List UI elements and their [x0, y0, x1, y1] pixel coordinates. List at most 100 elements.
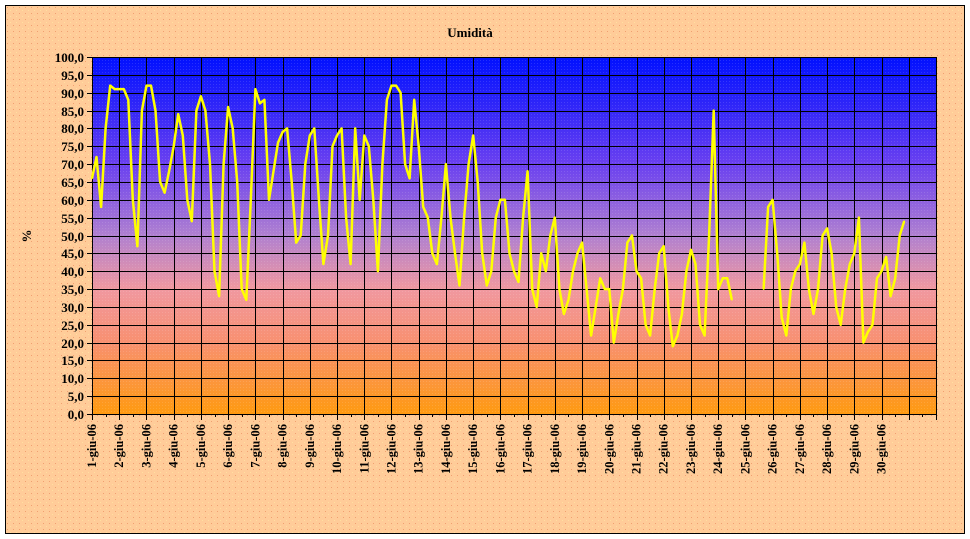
data-point — [259, 102, 261, 105]
data-point — [427, 216, 429, 219]
y-tick-label: 65,0 — [61, 175, 84, 190]
data-point — [159, 181, 161, 183]
data-point — [163, 191, 166, 194]
data-point — [635, 270, 638, 273]
data-point — [177, 113, 179, 115]
y-tick-label: 10,0 — [61, 371, 84, 386]
data-point — [653, 288, 656, 290]
data-point — [231, 127, 234, 130]
y-tick-label: 15,0 — [61, 353, 84, 368]
data-point — [844, 288, 846, 290]
data-point — [617, 313, 620, 315]
y-tick-label: 95,0 — [61, 68, 84, 83]
data-point — [222, 163, 225, 165]
data-point — [486, 284, 488, 287]
data-point — [377, 270, 379, 273]
data-point — [594, 306, 597, 308]
data-point — [290, 181, 293, 183]
data-point — [281, 131, 284, 133]
data-point — [812, 313, 815, 315]
data-point — [109, 84, 111, 87]
data-point — [399, 91, 402, 94]
data-point — [304, 163, 307, 165]
x-tick-label: 22-giu-06 — [657, 424, 671, 474]
data-point — [708, 234, 710, 237]
data-point — [349, 263, 352, 265]
data-point — [263, 99, 266, 101]
x-tick-label: 15-giu-06 — [466, 424, 480, 474]
data-point — [95, 156, 98, 158]
data-point — [585, 288, 588, 290]
data-point — [790, 288, 792, 290]
x-tick-label: 20-giu-06 — [602, 424, 616, 474]
plot-area-texture — [92, 57, 936, 414]
x-tick-label: 23-giu-06 — [684, 424, 698, 474]
data-point — [667, 306, 670, 308]
data-point — [622, 288, 624, 290]
y-tick-label: 30,0 — [61, 300, 84, 315]
data-point — [286, 127, 288, 130]
data-point — [858, 216, 860, 219]
data-point — [422, 206, 425, 208]
x-tick-label: 2-giu-06 — [112, 424, 126, 468]
data-point — [495, 216, 497, 219]
data-point — [250, 199, 252, 201]
data-point — [395, 84, 397, 87]
data-point — [467, 163, 470, 165]
y-tick-label: 80,0 — [61, 121, 84, 136]
data-point — [658, 252, 660, 255]
data-point — [903, 220, 905, 222]
data-point — [894, 277, 896, 280]
data-point — [599, 277, 601, 280]
data-point — [195, 109, 198, 112]
data-point — [799, 263, 801, 265]
data-point — [862, 341, 865, 344]
data-point — [363, 134, 366, 137]
x-tick-label: 18-giu-06 — [548, 424, 562, 474]
data-point — [449, 216, 452, 219]
data-point — [445, 163, 447, 165]
data-point — [372, 199, 375, 201]
data-point — [631, 234, 633, 237]
y-tick-label: 70,0 — [61, 157, 84, 172]
data-point — [463, 216, 465, 219]
y-axis: 0,0 5,0 10,0 15,0 20,0 25,0 30,0 35,0 40,0 45,0 50… — [55, 50, 92, 422]
data-point — [191, 220, 193, 222]
y-tick-label: 5,0 — [68, 389, 84, 404]
data-point — [771, 199, 774, 201]
data-point — [508, 252, 511, 255]
data-point — [358, 199, 361, 201]
data-point — [386, 99, 388, 101]
data-point — [113, 88, 116, 90]
data-point — [327, 234, 329, 237]
data-point — [436, 263, 438, 265]
data-point — [309, 134, 311, 137]
data-point — [404, 163, 406, 165]
data-point — [808, 288, 810, 290]
data-point — [535, 306, 538, 308]
data-point — [517, 281, 520, 283]
data-point — [227, 106, 229, 108]
data-point — [340, 127, 343, 130]
data-point — [481, 252, 484, 255]
data-point — [254, 88, 257, 90]
data-point — [104, 127, 107, 130]
data-point — [182, 134, 184, 137]
y-tick-label: 0,0 — [68, 407, 84, 422]
data-point — [513, 270, 515, 273]
data-point — [186, 199, 189, 201]
data-point — [522, 216, 524, 219]
x-tick-label: 24-giu-06 — [711, 424, 725, 474]
data-point — [590, 334, 592, 337]
data-point — [200, 95, 202, 98]
data-point — [626, 241, 629, 244]
data-point — [123, 88, 125, 90]
x-tick-label: 6-giu-06 — [221, 424, 235, 468]
data-point — [431, 252, 434, 255]
data-point — [885, 256, 887, 258]
data-point — [368, 145, 370, 148]
data-point — [835, 306, 837, 308]
series-line-humidity — [90, 84, 906, 348]
data-point — [690, 249, 692, 251]
data-point — [849, 263, 851, 265]
